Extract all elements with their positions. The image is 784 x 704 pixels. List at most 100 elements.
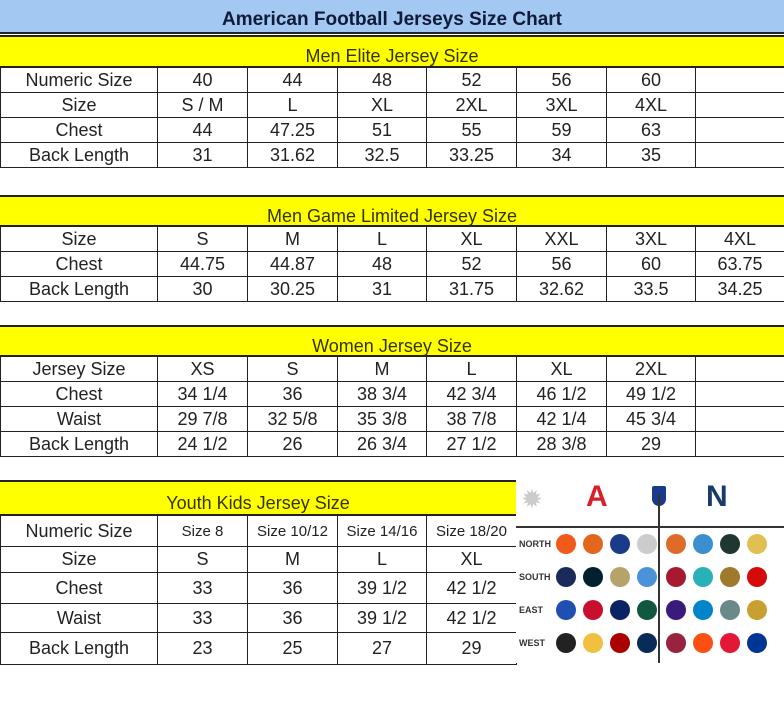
table-cell: 32 5/8 [247,406,338,432]
table-cell: 3XL [516,92,607,118]
table-cell: 36 [247,381,338,407]
team-logo-icon [720,600,740,620]
table-cell: 44.87 [247,251,338,277]
row-label: Size [0,92,158,118]
table-row: Size S M L XL XXL 3XL 4XL [0,226,784,252]
table-cell: Size 10/12 [247,515,338,547]
table-cell: 46 1/2 [516,381,607,407]
table-cell: 26 3/4 [337,431,427,457]
team-logo-icon [583,534,603,554]
division-label: SOUTH [519,572,551,582]
row-label: Waist [0,603,158,633]
table-cell: 60 [606,67,696,93]
table-cell: 47.25 [247,117,338,143]
table-cell: 31.75 [426,276,517,302]
row-label: Waist [0,406,158,432]
afc-logo: A [586,480,608,513]
table-cell [695,67,784,93]
table-cell: Size 18/20 [426,515,517,547]
team-logo-icon [637,600,657,620]
table-cell: 40 [157,67,248,93]
team-logo-icon [556,534,576,554]
team-logo-icon [693,534,713,554]
size-table: Numeric Size Size 8 Size 10/12 Size 14/16 Si… [0,515,517,665]
table-cell: Size 8 [157,515,248,547]
nfc-logo: N [706,480,728,513]
row-label: Back Length [0,632,158,665]
team-logo-icon [747,633,767,653]
table-cell: 63 [606,117,696,143]
table-cell: 24 1/2 [157,431,248,457]
row-label: Chest [0,117,158,143]
table-row: Waist 29 7/8 32 5/8 35 3/8 38 7/8 42 1/4 45 3/… [0,406,784,432]
table-cell: 32.5 [337,142,427,168]
size-table: Size S M L XL XXL 3XL 4XL Chest 44.75 44.87 48 52 56 6… [0,226,784,302]
team-logo-icon [747,600,767,620]
row-label: Chest [0,572,158,604]
table-row: Chest 33 36 39 1/2 42 1/2 [0,572,517,604]
table-cell: 45 3/4 [606,406,696,432]
team-logo-icon [720,567,740,587]
row-label: Size [0,226,158,252]
table-cell: XL [426,546,517,573]
division-label: EAST [519,605,544,615]
table-cell: 3XL [606,226,696,252]
division-label: NORTH [519,539,551,549]
team-logo-icon [720,534,740,554]
team-logo-icon [747,567,767,587]
team-logo-icon [556,633,576,653]
table-cell: 27 [337,632,427,665]
table-row: Back Length 24 1/2 26 26 3/4 27 1/2 28 3/8 29 [0,431,784,457]
chart-title: American Football Jerseys Size Chart [0,0,784,34]
table-cell: 42 3/4 [426,381,517,407]
table-cell: 51 [337,117,427,143]
row-label: Back Length [0,276,158,302]
table-cell: 56 [516,67,607,93]
table-cell [695,117,784,143]
table-cell: XL [337,92,427,118]
table-cell: 36 [247,572,338,604]
table-cell: 42 1/4 [516,406,607,432]
row-label: Chest [0,381,158,407]
table-cell: 33.5 [606,276,696,302]
table-cell: 33 [157,572,248,604]
table-cell: 35 3/8 [337,406,427,432]
table-row: Size S M L XL [0,546,517,573]
table-cell: M [247,226,338,252]
team-logo-icon [610,600,630,620]
table-cell: 4XL [695,226,784,252]
table-cell: 52 [426,251,517,277]
team-logo-icon [666,534,686,554]
table-cell: 29 [606,431,696,457]
table-cell: 30 [157,276,248,302]
table-row: Back Length 23 25 27 29 [0,632,517,665]
row-label: Back Length [0,142,158,168]
table-cell [695,381,784,407]
table-cell: 26 [247,431,338,457]
table-cell [695,142,784,168]
table-cell: S [157,546,248,573]
table-cell: 44.75 [157,251,248,277]
table-cell: 25 [247,632,338,665]
table-cell [695,431,784,457]
table-cell: 44 [157,117,248,143]
nfl-team-logos-panel: ✹ A N NORTH SOUTH EAST WEST [516,480,784,663]
table-cell: L [426,356,517,382]
table-row: Jersey Size XS S M L XL 2XL [0,356,784,382]
table-cell: S [247,356,338,382]
team-logo-icon [693,633,713,653]
table-row: Size S / M L XL 2XL 3XL 4XL [0,92,784,118]
table-cell: 59 [516,117,607,143]
table-cell: L [337,226,427,252]
team-logo-icon [637,633,657,653]
section-heading: Youth Kids Jersey Size [0,480,516,516]
team-logo-icon [583,600,603,620]
table-row: Numeric Size 40 44 48 52 56 60 [0,67,784,93]
table-cell: 23 [157,632,248,665]
table-cell: XL [516,356,607,382]
table-cell: 55 [426,117,517,143]
row-label: Size [0,546,158,573]
table-row: Back Length 31 31.62 32.5 33.25 34 35 [0,142,784,168]
team-logo-icon [610,633,630,653]
table-cell: 4XL [606,92,696,118]
